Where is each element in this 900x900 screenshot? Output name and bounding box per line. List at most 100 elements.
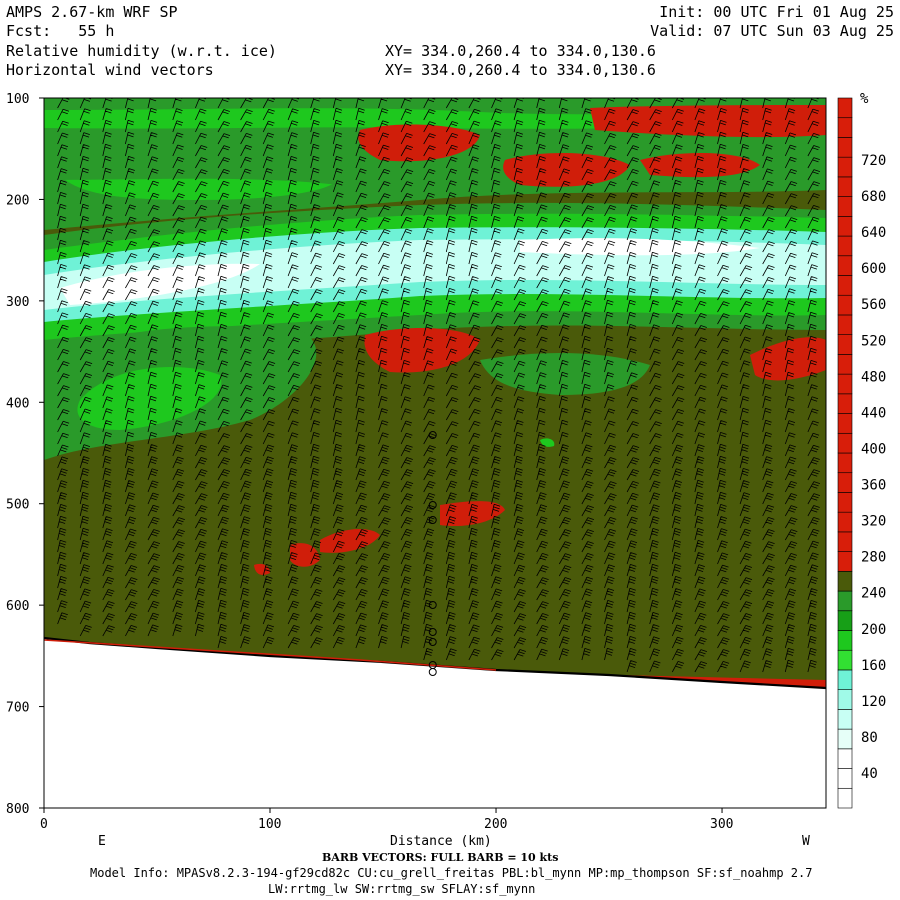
wind-barb-column (310, 98, 323, 649)
colorbar-swatch (837, 709, 853, 730)
rh-upper-green-2 (44, 148, 350, 185)
wind-barb-column (445, 98, 459, 661)
wind-barb-column (784, 98, 798, 673)
colorbar-label: 160 (861, 658, 886, 674)
rh-red-6 (440, 501, 505, 527)
x-tick-label: 0 (40, 817, 48, 832)
colorbar-swatch (837, 275, 853, 296)
colorbar-label: 520 (861, 333, 886, 349)
model-title: AMPS 2.67-km WRF SP (6, 3, 178, 21)
wind-barb-column (807, 98, 821, 673)
calm-wind-circle (428, 638, 437, 646)
colorbar-swatch (837, 610, 853, 631)
colorbar-label: 440 (861, 405, 886, 421)
model-info: Model Info: MPASv8.2.3-194-gf29cd82c CU:… (90, 866, 813, 880)
cross-section-xy-2: XY= 334.0,260.4 to 334.0,130.6 (385, 61, 656, 79)
y-tick-label: 500 (6, 498, 29, 513)
plot-frame (43, 97, 827, 809)
colorbar-swatch (837, 216, 853, 237)
y-tick-label: 100 (6, 92, 29, 107)
wind-barb-column (332, 98, 346, 649)
colorbar-label: 640 (861, 225, 886, 241)
colorbar-swatch (837, 571, 853, 592)
colorbar-swatch (837, 373, 853, 395)
rh-red-7 (320, 528, 380, 553)
wind-barb-column (558, 98, 572, 661)
wind-barb-column (468, 98, 482, 661)
forecast-hour: Fcst: 55 h (6, 22, 115, 40)
colorbar-swatch (837, 452, 853, 474)
rh-band-white-right (520, 238, 760, 256)
wind-barb-column (604, 98, 617, 661)
colorbar-swatch (837, 768, 853, 789)
wind-barb-column (423, 98, 436, 661)
wind-barb-column (102, 98, 115, 637)
y-tick-label: 200 (6, 193, 29, 208)
rh-red-8 (290, 543, 320, 567)
calm-wind-circle (428, 501, 437, 509)
colorbar-label: 600 (861, 261, 886, 277)
calm-wind-circle (428, 431, 437, 439)
rh-red-5 (750, 337, 826, 381)
colorbar-swatch (837, 255, 853, 276)
colorbar-swatch (837, 432, 853, 454)
model-info-2: LW:rrtmg_lw SW:rrtmg_sw SFLAY:sf_mynn (268, 882, 536, 896)
rh-mid-lightgreen (77, 367, 222, 430)
rh-red-top (590, 105, 826, 138)
colorbar-label: 680 (861, 189, 886, 205)
field-label-rh: Relative humidity (w.r.t. ice) (6, 42, 277, 60)
init-time: Init: 00 UTC Fri 01 Aug 25 (659, 3, 894, 21)
colorbar-swatch (837, 531, 853, 552)
wind-barb-column (240, 98, 253, 649)
wind-barb-column (125, 98, 138, 637)
terrain-red-edge (44, 639, 497, 671)
wind-barb-column (400, 98, 414, 649)
colorbar-label: 480 (861, 369, 886, 385)
wind-barb-column (378, 98, 391, 649)
cross-section-xy-1: XY= 334.0,260.4 to 334.0,130.6 (385, 42, 656, 60)
rh-mid-green-2 (480, 353, 650, 395)
valid-time: Valid: 07 UTC Sun 03 Aug 25 (650, 22, 894, 40)
wind-barb-column (626, 98, 640, 673)
wind-barb-column (217, 98, 231, 649)
calm-wind-circle (428, 668, 437, 676)
colorbar-swatch (837, 511, 853, 533)
wind-barb-column (762, 98, 775, 673)
colorbar-swatch (837, 787, 853, 809)
wind-barb-column (355, 98, 369, 649)
colorbar-label: 400 (861, 441, 886, 457)
colorbar-label: 280 (861, 550, 886, 566)
x-tick-label: 300 (710, 817, 733, 832)
rh-band-palecyan (44, 239, 826, 310)
cross-section-plot: 100 200 300 400 500 600 700 800 0 100 200 300 40 80… (6, 92, 886, 832)
colorbar-swatch (837, 334, 853, 355)
rh-band-white-left (60, 263, 260, 305)
wind-barb-column (57, 98, 70, 625)
east-marker: E (98, 834, 106, 849)
colorbar-swatch (837, 748, 853, 769)
x-tick-label: 200 (484, 817, 507, 832)
colorbar-label: 560 (861, 297, 886, 313)
colorbar-swatch (837, 630, 853, 651)
colorbar-swatch (837, 669, 853, 690)
wind-barb-column (491, 98, 504, 661)
rh-red-9 (254, 563, 270, 575)
colorbar-swatch (837, 551, 853, 572)
rh-red-1 (358, 124, 480, 162)
barb-legend: BARB VECTORS: FULL BARB = 10 kts (322, 851, 559, 864)
y-tick-label: 700 (6, 701, 29, 716)
colorbar-swatch (837, 196, 853, 217)
wind-barb-column (287, 98, 301, 649)
wind-barb-column (536, 98, 549, 661)
wind-barb-column (671, 98, 685, 673)
west-marker: W (802, 834, 810, 849)
colorbar-label: 360 (861, 478, 886, 494)
colorbar-swatch (837, 492, 853, 513)
colorbar-swatch (837, 156, 853, 178)
colorbar-label: 720 (861, 153, 886, 169)
colorbar-swatch (837, 294, 853, 316)
colorbar-swatch (837, 590, 853, 612)
colorbar-label: 40 (861, 766, 878, 782)
wind-barb-column (694, 98, 708, 673)
colorbar-swatch (837, 413, 853, 434)
